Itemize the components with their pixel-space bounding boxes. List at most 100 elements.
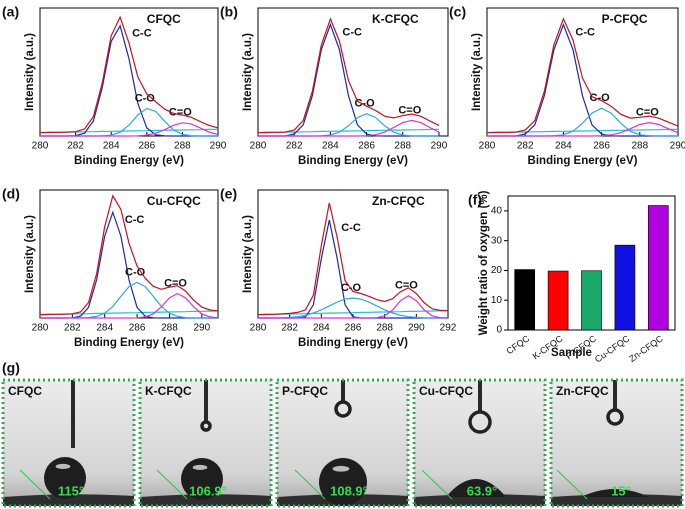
peak-label: C-C <box>125 214 145 226</box>
peak-label: C=O <box>636 107 659 119</box>
tangent-line <box>294 469 326 500</box>
sample-name: Zn-CFQC <box>372 194 425 208</box>
spectrum-line <box>258 219 448 319</box>
x-tick-label: 290 <box>670 141 685 152</box>
needle-drop <box>200 420 212 432</box>
x-tick-label: 280 <box>479 141 496 152</box>
sample-name: Zn-CFQC <box>556 384 609 398</box>
substrate <box>551 494 682 506</box>
droplet <box>581 489 649 497</box>
peak-label: C=O <box>395 280 418 292</box>
y-tick-label: 10 <box>491 295 503 306</box>
y-tick-label: 20 <box>491 265 503 276</box>
spectrum-line <box>40 122 219 137</box>
peak-label: C-C <box>341 222 361 234</box>
x-tick-label: 284 <box>103 141 120 152</box>
sample-name: P-CFQC <box>602 12 648 26</box>
x-tick-label: 284 <box>322 141 339 152</box>
bar <box>581 270 602 331</box>
x-tick-label: 288 <box>631 141 648 152</box>
x-tick-label: 286 <box>138 141 155 152</box>
panel-label: (c) <box>449 4 466 20</box>
substrate <box>3 494 134 506</box>
peak-label: C-C <box>575 27 595 39</box>
peak-label: C-O <box>341 282 362 294</box>
panel-label: (d) <box>2 186 20 202</box>
peak-label: C-C <box>132 28 152 40</box>
x-tick-label: 288 <box>161 323 178 334</box>
droplet <box>446 479 506 497</box>
x-axis-label: Binding Energy (eV) <box>298 337 408 349</box>
bar <box>547 270 569 331</box>
spectrum-line <box>486 17 679 134</box>
spectrum-line <box>39 15 219 134</box>
tangent-line <box>421 469 453 500</box>
needle-drop <box>606 408 624 426</box>
x-tick-label: 288 <box>174 141 191 152</box>
panel-label: (f) <box>468 192 482 208</box>
peak-label: C-C <box>342 27 362 39</box>
y-tick-label: 30 <box>491 235 503 246</box>
droplet <box>44 457 86 499</box>
bar <box>647 205 669 331</box>
spectrum-line <box>487 121 679 137</box>
spectrum-line <box>39 194 219 316</box>
droplet-highlight <box>192 464 208 470</box>
peak-label: C-O <box>125 266 146 278</box>
photo: P-CFQC 108.9° <box>275 378 410 508</box>
x-tick-label: 284 <box>96 323 113 334</box>
x-axis-label: Sample <box>551 347 592 359</box>
bar <box>514 269 536 331</box>
needle-drop <box>334 400 352 418</box>
x-tick-label: 280 <box>32 141 49 152</box>
x-tick-label: CFQC <box>505 333 532 356</box>
y-tick-label: 0 <box>496 325 502 336</box>
spectrum-line <box>258 119 440 137</box>
spectrum-line <box>486 128 679 134</box>
x-axis-label: Binding Energy (eV) <box>298 155 408 167</box>
y-tick-label: 40 <box>491 206 503 217</box>
y-axis-label: Intensity (a.u.) <box>242 215 254 293</box>
sample-name: CFQC <box>147 12 181 26</box>
droplet <box>319 458 367 506</box>
plot-frame <box>257 189 449 319</box>
x-tick-label: 292 <box>440 323 457 334</box>
y-axis-label: Intensity (a.u.) <box>24 215 36 293</box>
peak-label: C-O <box>135 92 156 104</box>
y-axis-label: Intensity (a.u.) <box>471 33 483 111</box>
contact-angle: 106.9° <box>189 483 227 498</box>
droplet <box>181 458 223 500</box>
x-tick-label: 282 <box>286 141 303 152</box>
sample-name: P-CFQC <box>282 384 328 398</box>
plot-frame <box>39 189 219 319</box>
x-tick-label: Cu-CFQC <box>593 333 632 364</box>
y-axis-label: Intensity (a.u.) <box>24 33 36 111</box>
x-tick-label: 290 <box>431 141 448 152</box>
panel-label: (a) <box>2 4 19 20</box>
droplet-highlight <box>55 463 71 469</box>
x-axis-label: Binding Energy (eV) <box>528 155 638 167</box>
spectrum-line <box>40 292 219 319</box>
substrate <box>414 494 545 506</box>
x-tick-label: 280 <box>250 141 267 152</box>
y-axis-label: Intensity (a.u.) <box>242 33 254 111</box>
panel-label: (b) <box>220 4 238 20</box>
spectrum-line <box>257 202 449 316</box>
sample-name: K-CFQC <box>145 384 192 398</box>
photo-border <box>412 378 547 508</box>
x-tick-label: 290 <box>408 323 425 334</box>
x-tick-label: 286 <box>129 323 146 334</box>
x-tick-label: 282 <box>517 141 534 152</box>
sample-name: Cu-CFQC <box>419 384 473 398</box>
photo-border <box>549 378 684 508</box>
contact-angle: 15° <box>611 483 631 498</box>
panel-label: (g) <box>2 360 20 376</box>
spectrum-line <box>40 210 218 319</box>
tangent-line <box>556 469 588 500</box>
sample-name: CFQC <box>8 384 42 398</box>
contact-angle: 115° <box>58 483 84 498</box>
substrate <box>140 494 271 506</box>
x-tick-label: 282 <box>67 141 84 152</box>
spectrum-line <box>257 17 440 134</box>
